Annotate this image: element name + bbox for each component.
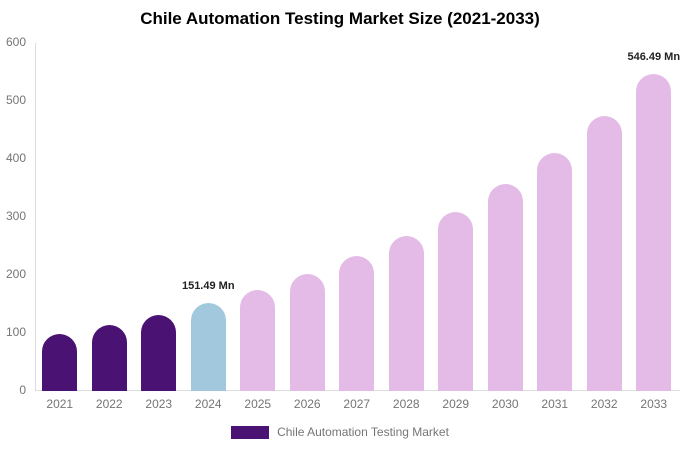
x-tick-2033: 2033 [640,397,668,411]
x-tick-2029: 2029 [442,397,470,411]
x-tick-2023: 2023 [145,397,173,411]
y-axis-line [35,43,36,391]
y-tick-300: 300 [5,209,26,223]
x-tick-2028: 2028 [392,397,420,411]
bar-2025[interactable] [240,289,276,391]
bar-2030[interactable] [487,184,523,391]
bar-2023[interactable] [141,314,177,391]
bar-2031[interactable] [537,152,573,391]
x-tick-2026: 2026 [293,397,321,411]
x-tick-2025: 2025 [244,397,272,411]
value-label-2024: 151.49 Mn [181,280,235,293]
legend-swatch-icon [231,425,270,439]
y-tick-600: 600 [5,35,26,49]
bar-2022[interactable] [91,324,127,391]
y-tick-0: 0 [19,383,26,397]
bar-2026[interactable] [289,274,325,391]
chart-title: Chile Automation Testing Market Size (20… [140,9,540,28]
bar-2028[interactable] [388,235,424,391]
value-label-2033: 546.49 Mn [627,51,680,64]
bar-2024[interactable] [190,303,226,391]
legend-label: Chile Automation Testing Market [277,425,449,439]
x-tick-2022: 2022 [95,397,123,411]
x-tick-2032: 2032 [590,397,618,411]
y-tick-200: 200 [5,267,26,281]
y-tick-100: 100 [5,325,26,339]
y-tick-500: 500 [5,93,26,107]
legend: Chile Automation Testing Market [0,425,680,439]
x-tick-2021: 2021 [46,397,74,411]
legend-item[interactable]: Chile Automation Testing Market [231,425,449,439]
y-tick-400: 400 [5,151,26,165]
x-tick-2027: 2027 [343,397,371,411]
bar-2027[interactable] [339,256,375,391]
bar-2029[interactable] [438,211,474,391]
bar-2032[interactable] [586,116,622,391]
x-tick-2031: 2031 [541,397,569,411]
bar-2021[interactable] [42,333,78,391]
bar-2033[interactable] [636,74,672,391]
x-tick-2024: 2024 [194,397,222,411]
x-tick-2030: 2030 [491,397,519,411]
